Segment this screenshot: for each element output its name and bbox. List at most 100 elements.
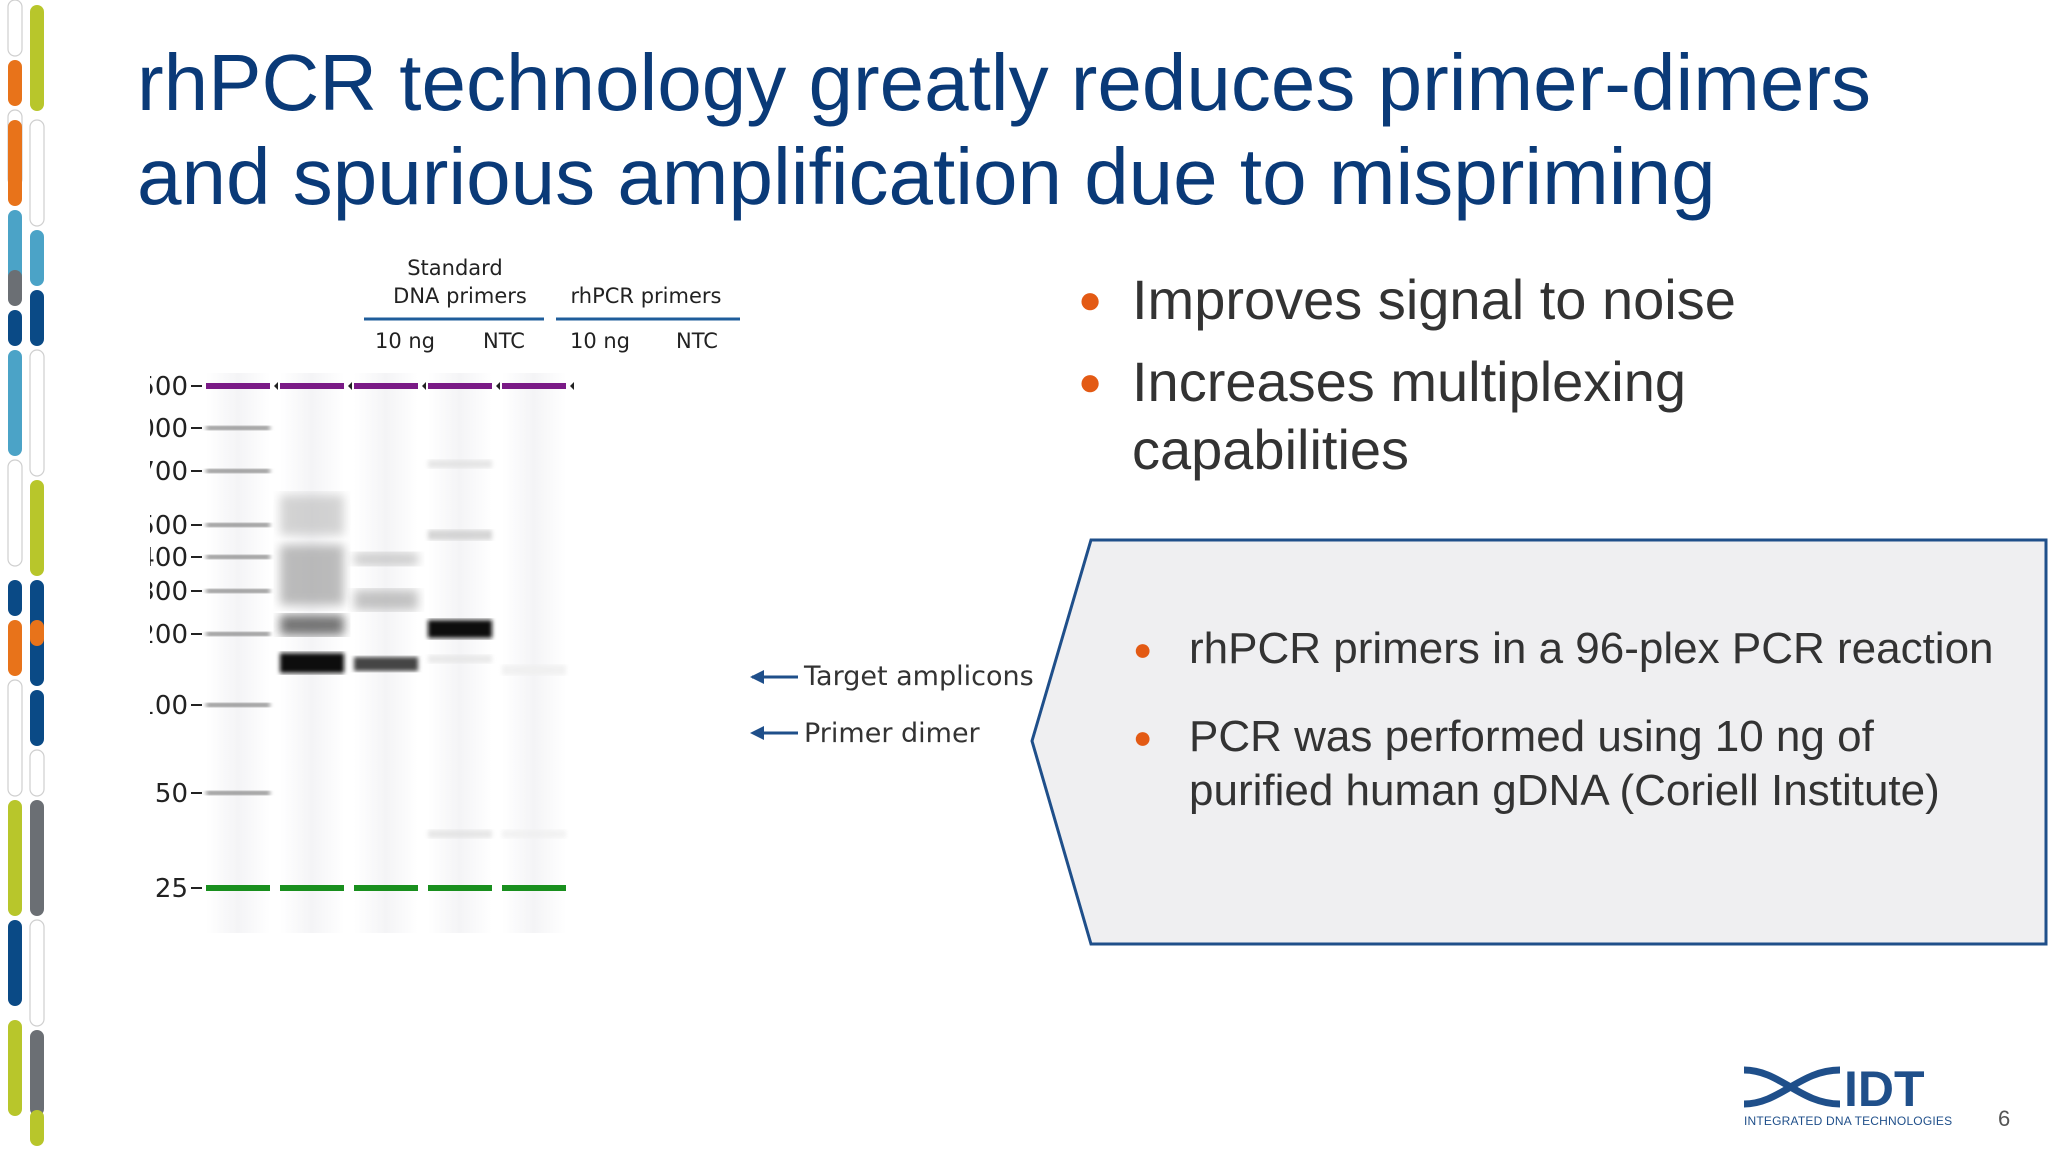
lane-tick-marker — [570, 382, 574, 390]
lower-marker-band — [428, 885, 492, 891]
bullet-dot-icon: ● — [1133, 719, 1153, 755]
annotation-target-amplicons: Target amplicons — [803, 661, 1034, 692]
callout-item-2-line1: PCR was performed using 10 ng of — [1189, 712, 1874, 761]
sample-band — [428, 460, 492, 468]
gel-lanes — [206, 373, 574, 933]
stripe-segment — [8, 270, 22, 306]
stripe-segment — [29, 749, 45, 797]
lower-marker-band — [206, 885, 270, 891]
group-label-standard-line1: Standard — [407, 256, 503, 280]
stripe-segment — [8, 350, 22, 456]
group-label-standard-line2: DNA primers — [393, 284, 527, 308]
ladder-band — [206, 703, 270, 707]
ladder-band — [206, 469, 270, 473]
callout-item-2: ● PCR was performed using 10 ng of purif… — [1133, 710, 2033, 818]
lane-tick-marker — [348, 382, 352, 390]
lane-tick-marker — [274, 382, 278, 390]
ladder-label: 700 — [150, 457, 188, 487]
ladder-label: 400 — [150, 543, 188, 573]
decorative-dna-stripes — [7, 0, 45, 1146]
ladder-label: 1500 — [150, 372, 188, 402]
stripe-segment — [30, 620, 44, 646]
stripe-segment — [30, 1110, 44, 1146]
stripe-segment — [30, 690, 44, 746]
ladder-label: 25 — [155, 874, 188, 904]
sample-band — [502, 665, 566, 675]
sample-band — [280, 615, 344, 635]
slide-title: rhPCR technology greatly reduces primer-… — [137, 36, 1937, 224]
sample-band — [428, 655, 492, 663]
ladder-label: 100 — [150, 691, 188, 721]
upper-marker-band — [428, 383, 492, 389]
lower-marker-band — [354, 885, 418, 891]
upper-marker-band — [502, 383, 566, 389]
lane-label-4: NTC — [676, 329, 718, 353]
stripe-segment — [30, 230, 44, 286]
bullet-dot-icon: ● — [1078, 278, 1103, 322]
stripe-segment — [30, 290, 44, 346]
key-point-1-text: Improves signal to noise — [1132, 268, 1736, 331]
sample-band — [354, 553, 418, 565]
callout-item-2-text: PCR was performed using 10 ng of purifie… — [1189, 710, 1940, 818]
key-point-2-text: Increases multiplexing capabilities — [1132, 348, 1978, 484]
key-point-2-line1: Increases multiplexing — [1132, 350, 1687, 413]
stripe-segment — [8, 310, 22, 346]
ladder-band — [206, 791, 270, 795]
ladder-label: 300 — [150, 577, 188, 607]
upper-marker-band — [354, 383, 418, 389]
ladder-band — [206, 632, 270, 636]
ladder-band — [206, 426, 270, 430]
callout-box — [1030, 538, 2048, 946]
callout-item-1: ● rhPCR primers in a 96-plex PCR reactio… — [1133, 622, 2033, 676]
stripe-segment — [7, 679, 23, 797]
lane-standard-ntc-background — [354, 373, 418, 933]
sample-band — [354, 590, 418, 610]
ladder-band — [206, 555, 270, 559]
stripe-segment — [30, 480, 44, 576]
lower-marker-band — [502, 885, 566, 891]
slide-title-line2: and spurious amplification due to mispri… — [137, 132, 1716, 221]
ladder-label: 500 — [150, 511, 188, 541]
ladder-band — [206, 589, 270, 593]
stripe-segment — [30, 5, 44, 111]
key-points-list: ● Improves signal to noise ● Increases m… — [1078, 266, 1978, 498]
stripe-segment — [29, 919, 45, 1027]
stripe-segment — [8, 1020, 22, 1116]
ladder-label: 200 — [150, 620, 188, 650]
stripe-segment — [7, 459, 23, 567]
callout-item-2-line2: purified human gDNA (Coriell Institute) — [1189, 766, 1940, 815]
stripe-segment — [30, 1030, 44, 1116]
lane-label-3: 10 ng — [570, 329, 630, 353]
stripe-segment — [8, 920, 22, 1006]
sample-band — [354, 657, 418, 671]
stripe-segment — [8, 120, 22, 206]
key-point-2-line2: capabilities — [1132, 418, 1410, 481]
key-point-2: ● Increases multiplexing capabilities — [1078, 348, 1978, 484]
lane-label-1: 10 ng — [375, 329, 435, 353]
ladder-band — [206, 523, 270, 527]
stripe-segment — [8, 620, 22, 676]
stripe-segment — [8, 580, 22, 616]
target-arrowhead — [750, 670, 764, 684]
sample-band — [280, 545, 344, 605]
sample-band — [428, 530, 492, 540]
ladder-lane-background — [206, 373, 270, 933]
lane-tick-marker — [496, 382, 500, 390]
sample-band — [280, 653, 344, 673]
group-label-rhpcr: rhPCR primers — [571, 284, 722, 308]
stripe-segment — [8, 210, 22, 286]
dimer-arrowhead — [750, 726, 764, 740]
lower-marker-band — [280, 885, 344, 891]
idt-logo: IDT — [1743, 1061, 1925, 1114]
stripe-segment — [29, 349, 45, 477]
dna-helix-icon — [1743, 1066, 1841, 1108]
sample-band — [502, 830, 566, 838]
stripe-segment — [30, 800, 44, 916]
sample-band — [280, 495, 344, 535]
stripe-segment — [8, 60, 22, 106]
lane-label-2: NTC — [483, 329, 525, 353]
sample-band — [428, 620, 492, 638]
ladder-label: 50 — [155, 779, 188, 809]
upper-marker-band — [280, 383, 344, 389]
bullet-dot-icon: ● — [1133, 631, 1153, 667]
